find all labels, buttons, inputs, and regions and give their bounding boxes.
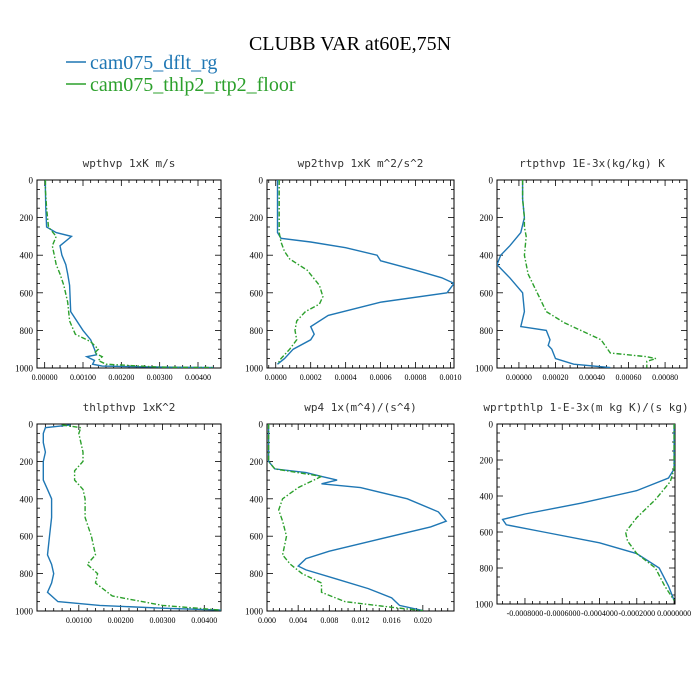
x-tick-label: 0.00000 bbox=[32, 373, 58, 382]
y-tick-label: 0 bbox=[29, 176, 34, 186]
series-line-1 bbox=[276, 180, 324, 365]
y-tick-label: 200 bbox=[250, 457, 264, 467]
subplot-5: wprtpthlp 1-E-3x(m kg K)/(s kg) 0 200 400 60… bbox=[475, 401, 691, 618]
y-tick-label: 600 bbox=[250, 532, 264, 542]
x-tick-label: 0.000 bbox=[258, 616, 276, 625]
y-tick-label: 800 bbox=[250, 326, 264, 336]
y-tick-label: 600 bbox=[250, 288, 264, 298]
subplot-3: thlpthvp 1xK^2 0 200 400 600 800 1000 0.00100 0.… bbox=[15, 401, 222, 625]
y-tick-label: 400 bbox=[250, 494, 264, 504]
y-tick-label: 1000 bbox=[15, 607, 34, 617]
x-tick-label: 0.00200 bbox=[108, 373, 134, 382]
y-tick-label: 1000 bbox=[475, 364, 494, 374]
x-tick-label: 0.004 bbox=[289, 616, 307, 625]
x-tick-label: 0.0008 bbox=[405, 373, 427, 382]
y-tick-label: 400 bbox=[250, 251, 264, 261]
y-tick-label: 400 bbox=[20, 251, 34, 261]
y-tick-label: 600 bbox=[480, 288, 494, 298]
x-tick-label: 0.020 bbox=[414, 616, 432, 625]
series-line-1 bbox=[521, 180, 657, 368]
y-tick-label: 800 bbox=[20, 326, 34, 336]
figure-legend: cam075_dflt_rg cam075_thlp2_rtp2_floor bbox=[66, 52, 296, 96]
x-tick-label: 0.00040 bbox=[579, 373, 605, 382]
y-tick-label: 0 bbox=[489, 420, 494, 430]
x-tick-label: 0.0010 bbox=[440, 373, 462, 382]
subplot-title-3: thlpthvp 1xK^2 bbox=[83, 401, 176, 414]
y-tick-label: 1000 bbox=[475, 600, 494, 610]
y-tick-label: 200 bbox=[480, 213, 494, 223]
y-tick-label: 800 bbox=[480, 564, 494, 574]
x-tick-label: 0.016 bbox=[383, 616, 401, 625]
figure-title: CLUBB VAR at60E,75N bbox=[249, 33, 451, 55]
y-tick-label: 0 bbox=[259, 420, 264, 430]
y-tick-label: 0 bbox=[29, 420, 34, 430]
x-tick-label: 0.00000 bbox=[506, 373, 532, 382]
series-line-1 bbox=[61, 424, 221, 611]
series-line-0 bbox=[44, 180, 214, 368]
x-tick-label: 0.0000 bbox=[265, 373, 287, 382]
y-tick-label: 400 bbox=[20, 494, 34, 504]
subplot-1: wp2thvp 1xK m^2/s^2020040060080010000.00… bbox=[245, 157, 462, 382]
y-tick-label: 200 bbox=[20, 457, 34, 467]
y-tick-label: 800 bbox=[20, 569, 34, 579]
series-line-0 bbox=[276, 180, 454, 365]
subplot-title-0: wpthvp 1xK m/s bbox=[83, 157, 176, 170]
x-tick-label: 0.00020 bbox=[542, 373, 568, 382]
series-line-1 bbox=[44, 180, 214, 368]
y-tick-label: 800 bbox=[250, 569, 264, 579]
subplot-title-2: rtpthvp 1E-3x(kg/kg) K bbox=[519, 157, 665, 170]
x-tick-label: 0.00400 bbox=[185, 373, 211, 382]
x-tick-label: 0.0000000 bbox=[657, 609, 691, 618]
y-tick-label: 600 bbox=[20, 532, 34, 542]
x-tick-label: 0.00400 bbox=[191, 616, 217, 625]
x-tick-label: 0.00200 bbox=[108, 616, 134, 625]
x-tick-label: 0.0006 bbox=[370, 373, 392, 382]
y-tick-label: 0 bbox=[489, 176, 494, 186]
x-tick-label: 0.00060 bbox=[616, 373, 642, 382]
subplot-2: rtpthvp 1E-3x(kg/kg) K 0 200 400 600 800 1000 0… bbox=[475, 157, 688, 382]
x-tick-label: -0.0004000 bbox=[581, 609, 618, 618]
x-tick-label: 0.0002 bbox=[300, 373, 322, 382]
series-line-0 bbox=[42, 424, 221, 611]
y-tick-label: 600 bbox=[20, 288, 34, 298]
x-tick-label: 0.00300 bbox=[147, 373, 173, 382]
x-tick-label: -0.0008000 bbox=[507, 609, 544, 618]
series-line-0 bbox=[501, 424, 675, 601]
legend-label-1: cam075_thlp2_rtp2_floor bbox=[90, 74, 296, 96]
legend-label-0: cam075_dflt_rg bbox=[90, 52, 217, 74]
series-line-1 bbox=[624, 424, 675, 601]
x-tick-label: 0.00100 bbox=[70, 373, 96, 382]
subplot-title-5: wprtpthlp 1-E-3x(m kg K)/(s kg) bbox=[483, 401, 688, 414]
y-tick-label: 600 bbox=[480, 528, 494, 538]
y-tick-label: 200 bbox=[20, 213, 34, 223]
y-tick-label: 200 bbox=[480, 456, 494, 466]
subplot-title-1: wp2thvp 1xK m^2/s^2 bbox=[298, 157, 424, 170]
y-tick-label: 400 bbox=[480, 251, 494, 261]
y-tick-label: 200 bbox=[250, 213, 264, 223]
x-tick-label: 0.00080 bbox=[652, 373, 678, 382]
y-tick-label: 1000 bbox=[245, 364, 264, 374]
y-tick-label: 1000 bbox=[245, 607, 264, 617]
x-tick-label: 0.012 bbox=[352, 616, 370, 625]
x-tick-label: 0.00100 bbox=[66, 616, 92, 625]
x-tick-label: -0.0002000 bbox=[618, 609, 655, 618]
y-tick-label: 400 bbox=[480, 492, 494, 502]
subplot-title-4: wp4 1x(m^4)/(s^4) bbox=[304, 401, 417, 414]
x-tick-label: -0.0006000 bbox=[544, 609, 581, 618]
y-tick-label: 1000 bbox=[15, 364, 34, 374]
series-line-1 bbox=[267, 424, 423, 611]
series-line-0 bbox=[497, 180, 611, 368]
x-tick-label: 0.00300 bbox=[149, 616, 175, 625]
x-tick-label: 0.0004 bbox=[335, 373, 357, 382]
y-tick-label: 0 bbox=[259, 176, 264, 186]
x-tick-label: 0.008 bbox=[320, 616, 338, 625]
y-tick-label: 800 bbox=[480, 326, 494, 336]
